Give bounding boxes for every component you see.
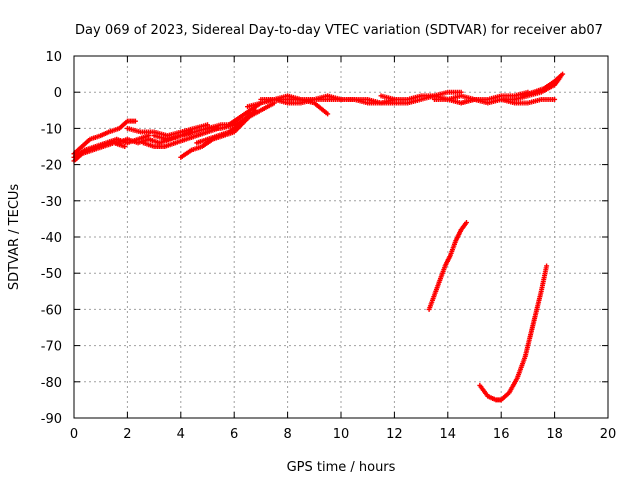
data-point [463,220,469,226]
x-tick-label: 0 [70,427,78,442]
y-tick-label: -90 [41,412,62,427]
y-tick-label: -10 [41,122,62,137]
x-tick-label: 4 [177,427,185,442]
y-tick-label: -30 [41,195,62,210]
y-tick-label: -20 [41,159,62,174]
chart-title: Day 069 of 2023, Sidereal Day-to-day VTE… [75,23,603,38]
data-point [560,71,566,77]
x-tick-label: 20 [600,427,617,442]
x-tick-label: 16 [493,427,510,442]
data-series [205,100,277,131]
data-series [426,220,469,312]
data-point [325,111,331,117]
y-tick-label: 0 [54,86,62,101]
y-tick-label: -60 [41,303,62,318]
y-tick-label: -80 [41,376,62,391]
x-axis-label: GPS time / hours [287,460,396,475]
data-point [132,118,138,124]
x-tick-label: 8 [283,427,291,442]
y-tick-label: -70 [41,340,62,355]
data-series [245,93,344,110]
y-tick-label: -50 [41,267,62,282]
data-series [520,71,566,99]
data-series [71,140,128,164]
y-tick-label: -40 [41,231,62,246]
data-points [71,71,566,403]
grid-lines [74,56,608,418]
data-series [71,133,152,160]
x-tick-label: 12 [386,427,403,442]
x-tick-label: 14 [440,427,457,442]
x-tick-label: 10 [333,427,350,442]
x-tick-label: 6 [230,427,238,442]
x-tick-label: 18 [546,427,563,442]
data-series [338,89,464,106]
y-tick-label: 10 [45,50,62,65]
data-series [477,263,550,403]
data-point [544,263,550,269]
x-axis-ticks: 0 2 4 6 8 10 12 14 16 18 20 [70,56,616,442]
y-axis-label: SDTVAR / TECUs [7,184,22,291]
data-point [552,96,558,102]
x-tick-label: 2 [123,427,131,442]
data-point [122,144,128,149]
y-axis-ticks: 10 0 -10 -20 -30 -40 -50 -60 -70 -80 -90 [41,50,608,427]
